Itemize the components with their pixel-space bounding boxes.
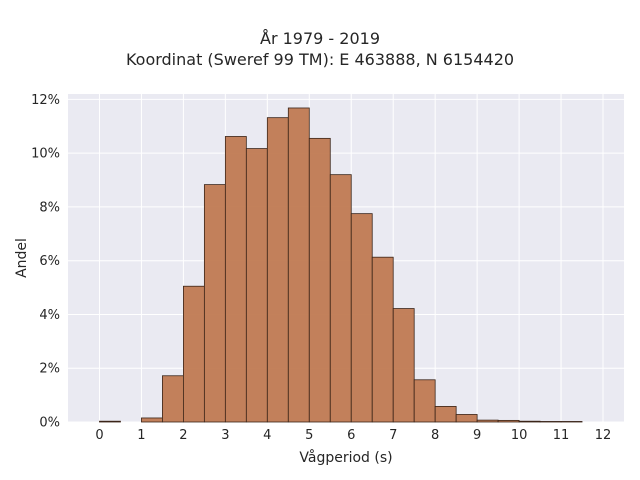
x-tick-label: 0 <box>95 428 103 443</box>
x-tick-label: 1 <box>137 428 145 443</box>
x-tick-label: 6 <box>347 428 355 443</box>
histogram-bar <box>413 379 436 423</box>
histogram-bar <box>162 375 184 423</box>
histogram-bar <box>497 419 520 423</box>
y-tick-label: 0% <box>39 416 60 431</box>
y-tick-label: 10% <box>31 147 60 162</box>
y-tick-labels: 0% 2% 4% 6% 8% 10% 12% <box>31 93 60 431</box>
histogram-bar <box>392 308 415 423</box>
histogram-bar <box>99 420 121 423</box>
histogram-bar <box>539 421 562 423</box>
histogram-bar <box>245 148 268 423</box>
histogram-bar <box>350 213 373 423</box>
x-tick-label: 3 <box>221 428 229 443</box>
histogram-bar <box>224 136 247 423</box>
x-tick-label: 7 <box>389 428 397 443</box>
x-tick-label: 9 <box>473 428 481 443</box>
histogram-bar <box>266 117 289 423</box>
histogram-bar <box>203 184 226 423</box>
histogram-bar <box>308 137 331 423</box>
histogram-bar <box>518 420 541 423</box>
y-tick-label: 2% <box>39 362 60 377</box>
histogram-bar <box>287 107 310 423</box>
x-tick-label: 8 <box>431 428 439 443</box>
histogram-bar <box>371 256 394 423</box>
y-axis-label: Andel <box>14 238 30 278</box>
x-tick-label: 5 <box>305 428 313 443</box>
x-tick-label: 4 <box>263 428 271 443</box>
y-tick-label: 6% <box>39 254 60 269</box>
x-tick-labels: 0 1 2 3 4 5 6 7 8 9 10 11 12 <box>95 428 611 443</box>
histogram-bar <box>455 414 478 423</box>
y-tick-label: 4% <box>39 308 60 323</box>
x-tick-label: 2 <box>179 428 187 443</box>
x-tick-label: 10 <box>511 428 528 443</box>
histogram-bar <box>182 285 205 423</box>
chart-subtitle: Koordinat (Sweref 99 TM): E 463888, N 61… <box>125 50 515 69</box>
chart-title: År 1979 - 2019 <box>260 29 380 48</box>
y-tick-label: 12% <box>31 93 60 108</box>
histogram-bar <box>434 406 457 423</box>
bars <box>99 107 583 423</box>
histogram-bar <box>560 421 583 423</box>
histogram-bar <box>329 174 352 423</box>
histogram-bar <box>476 419 499 423</box>
histogram-bar <box>141 417 163 423</box>
x-tick-label: 12 <box>595 428 612 443</box>
y-tick-label: 8% <box>39 200 60 215</box>
x-axis-label: Vågperiod (s) <box>299 449 392 466</box>
x-tick-label: 11 <box>553 428 570 443</box>
